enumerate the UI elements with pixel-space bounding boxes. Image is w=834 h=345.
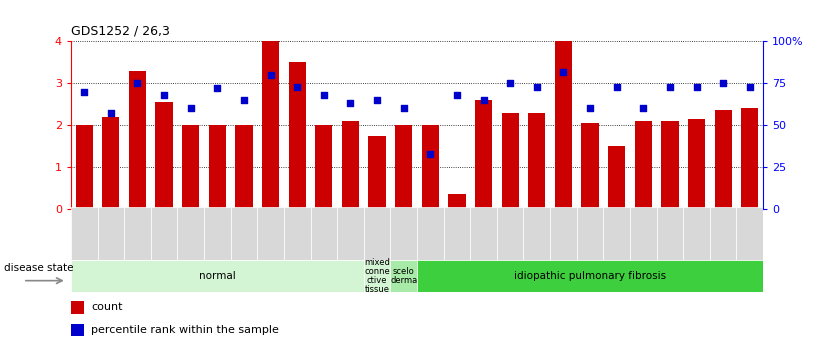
- Point: [264, 72, 277, 78]
- Bar: [262, 41, 279, 209]
- Bar: [630, 207, 656, 260]
- Point: [131, 80, 144, 86]
- Point: [370, 97, 384, 103]
- Bar: [470, 207, 497, 260]
- Bar: [342, 121, 359, 209]
- Bar: [231, 207, 257, 260]
- Text: normal: normal: [199, 271, 236, 281]
- Bar: [71, 260, 364, 292]
- Bar: [310, 207, 337, 260]
- Point: [237, 97, 250, 103]
- Bar: [715, 110, 731, 209]
- Bar: [315, 125, 333, 209]
- Bar: [444, 207, 470, 260]
- Point: [716, 80, 730, 86]
- Bar: [235, 125, 253, 209]
- Bar: [289, 62, 306, 209]
- Point: [344, 100, 357, 106]
- Bar: [284, 207, 310, 260]
- Bar: [524, 207, 550, 260]
- Bar: [257, 207, 284, 260]
- Bar: [736, 207, 763, 260]
- Point: [557, 69, 570, 74]
- Point: [450, 92, 464, 98]
- Bar: [337, 207, 364, 260]
- Bar: [581, 123, 599, 209]
- Bar: [635, 121, 652, 209]
- Point: [636, 106, 650, 111]
- Bar: [204, 207, 231, 260]
- Point: [211, 86, 224, 91]
- Bar: [688, 119, 706, 209]
- Text: scelo
derma: scelo derma: [390, 267, 417, 285]
- Bar: [155, 102, 173, 209]
- Bar: [603, 207, 630, 260]
- Point: [530, 84, 544, 89]
- Bar: [71, 301, 84, 314]
- Bar: [182, 125, 199, 209]
- Bar: [390, 207, 417, 260]
- Bar: [501, 112, 519, 209]
- Bar: [390, 260, 417, 292]
- Bar: [661, 121, 679, 209]
- Bar: [124, 207, 151, 260]
- Bar: [364, 207, 390, 260]
- Bar: [528, 112, 545, 209]
- Point: [504, 80, 517, 86]
- Bar: [395, 125, 412, 209]
- Bar: [369, 136, 385, 209]
- Bar: [555, 41, 572, 209]
- Bar: [550, 207, 577, 260]
- Bar: [497, 207, 524, 260]
- Text: mixed
conne
ctive
tissue: mixed conne ctive tissue: [364, 258, 390, 294]
- Bar: [364, 260, 390, 292]
- Bar: [103, 117, 119, 209]
- Bar: [178, 207, 204, 260]
- Bar: [608, 146, 626, 209]
- Bar: [741, 108, 758, 209]
- Text: disease state: disease state: [4, 263, 73, 273]
- Bar: [417, 260, 763, 292]
- Point: [397, 106, 410, 111]
- Point: [610, 84, 623, 89]
- Point: [290, 84, 304, 89]
- Point: [184, 106, 198, 111]
- Text: percentile rank within the sample: percentile rank within the sample: [91, 325, 279, 335]
- Point: [78, 89, 91, 94]
- Bar: [76, 125, 93, 209]
- Point: [477, 97, 490, 103]
- Bar: [71, 324, 84, 336]
- Point: [663, 84, 676, 89]
- Point: [424, 151, 437, 156]
- Bar: [208, 125, 226, 209]
- Text: GDS1252 / 26,3: GDS1252 / 26,3: [71, 25, 170, 38]
- Point: [158, 92, 171, 98]
- Point: [317, 92, 330, 98]
- Point: [104, 111, 118, 116]
- Point: [743, 84, 756, 89]
- Point: [583, 106, 596, 111]
- Bar: [683, 207, 710, 260]
- Bar: [417, 207, 444, 260]
- Bar: [422, 125, 439, 209]
- Bar: [449, 194, 465, 209]
- Bar: [128, 71, 146, 209]
- Text: count: count: [91, 303, 123, 313]
- Bar: [71, 207, 98, 260]
- Bar: [98, 207, 124, 260]
- Point: [690, 84, 703, 89]
- Bar: [151, 207, 178, 260]
- Text: idiopathic pulmonary fibrosis: idiopathic pulmonary fibrosis: [514, 271, 666, 281]
- Bar: [710, 207, 736, 260]
- Bar: [577, 207, 603, 260]
- Bar: [656, 207, 683, 260]
- Bar: [475, 100, 492, 209]
